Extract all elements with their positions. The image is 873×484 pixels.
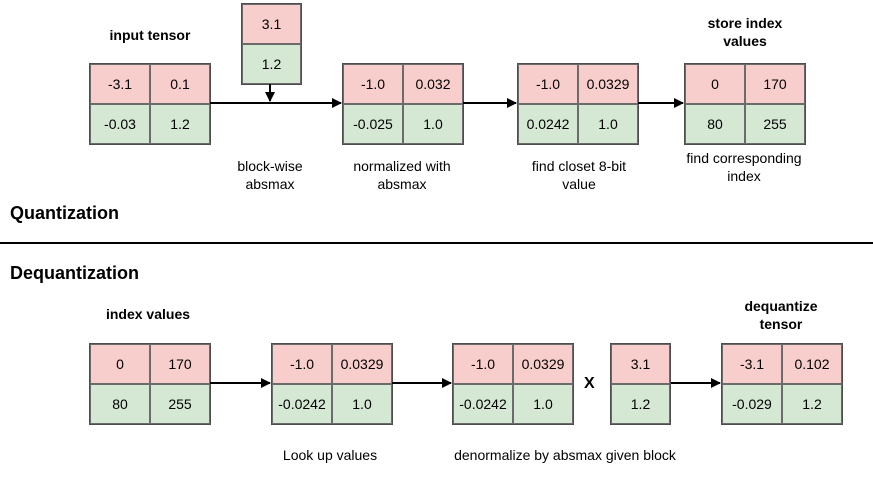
dq-absmax-value: 1.2: [611, 384, 670, 424]
input-cell: -3.1: [90, 64, 150, 104]
store-index-title: store index values: [707, 15, 783, 49]
lookup-cell: 1.0: [332, 384, 392, 424]
denorm-cell: -0.0242: [453, 384, 513, 424]
absmax-box: 3.1 1.2: [241, 3, 302, 85]
lookup-caption: Look up values: [282, 447, 378, 463]
absmax-caption: block-wise absmax: [237, 158, 303, 192]
input-cell: -0.03: [90, 104, 150, 144]
index-cell: 0: [685, 64, 745, 104]
normalized-caption: normalized with absmax: [353, 158, 451, 192]
dq-index-cell: 80: [90, 384, 150, 424]
lookup-cell: -0.0242: [272, 384, 332, 424]
normalized-cell: 1.0: [403, 104, 463, 144]
index-cell: 170: [745, 64, 805, 104]
dq-index-cell: 170: [150, 344, 210, 384]
result-cell: 1.2: [782, 384, 842, 424]
normalized-cell: -1.0: [343, 64, 403, 104]
denorm-cell: 1.0: [513, 384, 573, 424]
dq-index-cell: 0: [90, 344, 150, 384]
denorm-cell: -1.0: [453, 344, 513, 384]
result-grid: -3.1 0.102 -0.029 1.2: [721, 343, 843, 425]
absmax-value: 3.1: [242, 4, 301, 44]
dequantization-heading: Dequantization: [10, 263, 139, 283]
dq-index-grid: 0 170 80 255: [89, 343, 211, 425]
denorm-caption: denormalize by absmax given block: [454, 447, 676, 463]
input-cell: 0.1: [150, 64, 210, 104]
input-tensor-grid: -3.1 0.1 -0.03 1.2: [89, 63, 211, 145]
normalized-cell: -0.025: [343, 104, 403, 144]
input-tensor-title: input tensor: [109, 27, 191, 43]
closest-grid: -1.0 0.0329 0.0242 1.0: [517, 63, 639, 145]
closest-cell: 0.0329: [578, 64, 638, 104]
closest-caption: find closet 8-bit value: [531, 158, 627, 192]
multiply-symbol: X: [584, 375, 595, 392]
normalized-grid: -1.0 0.032 -0.025 1.0: [342, 63, 464, 145]
dq-index-cell: 255: [150, 384, 210, 424]
closest-cell: -1.0: [518, 64, 578, 104]
absmax-value: 1.2: [242, 44, 301, 84]
dequantize-tensor-title: dequantize tensor: [744, 298, 818, 332]
index-cell: 80: [685, 104, 745, 144]
closest-cell: 0.0242: [518, 104, 578, 144]
result-cell: -3.1: [722, 344, 782, 384]
lookup-cell: 0.0329: [332, 344, 392, 384]
normalized-cell: 0.032: [403, 64, 463, 104]
input-cell: 1.2: [150, 104, 210, 144]
denorm-grid: -1.0 0.0329 -0.0242 1.0: [452, 343, 574, 425]
denorm-cell: 0.0329: [513, 344, 573, 384]
quantization-heading: Quantization: [10, 203, 119, 223]
index-values-title: index values: [105, 306, 191, 322]
result-cell: -0.029: [722, 384, 782, 424]
dq-absmax-box: 3.1 1.2: [610, 343, 671, 425]
dq-absmax-value: 3.1: [611, 344, 670, 384]
index-grid: 0 170 80 255: [684, 63, 806, 145]
closest-cell: 1.0: [578, 104, 638, 144]
section-divider: [0, 242, 873, 244]
lookup-cell: -1.0: [272, 344, 332, 384]
index-caption: find corresponding index: [686, 150, 802, 184]
index-cell: 255: [745, 104, 805, 144]
result-cell: 0.102: [782, 344, 842, 384]
